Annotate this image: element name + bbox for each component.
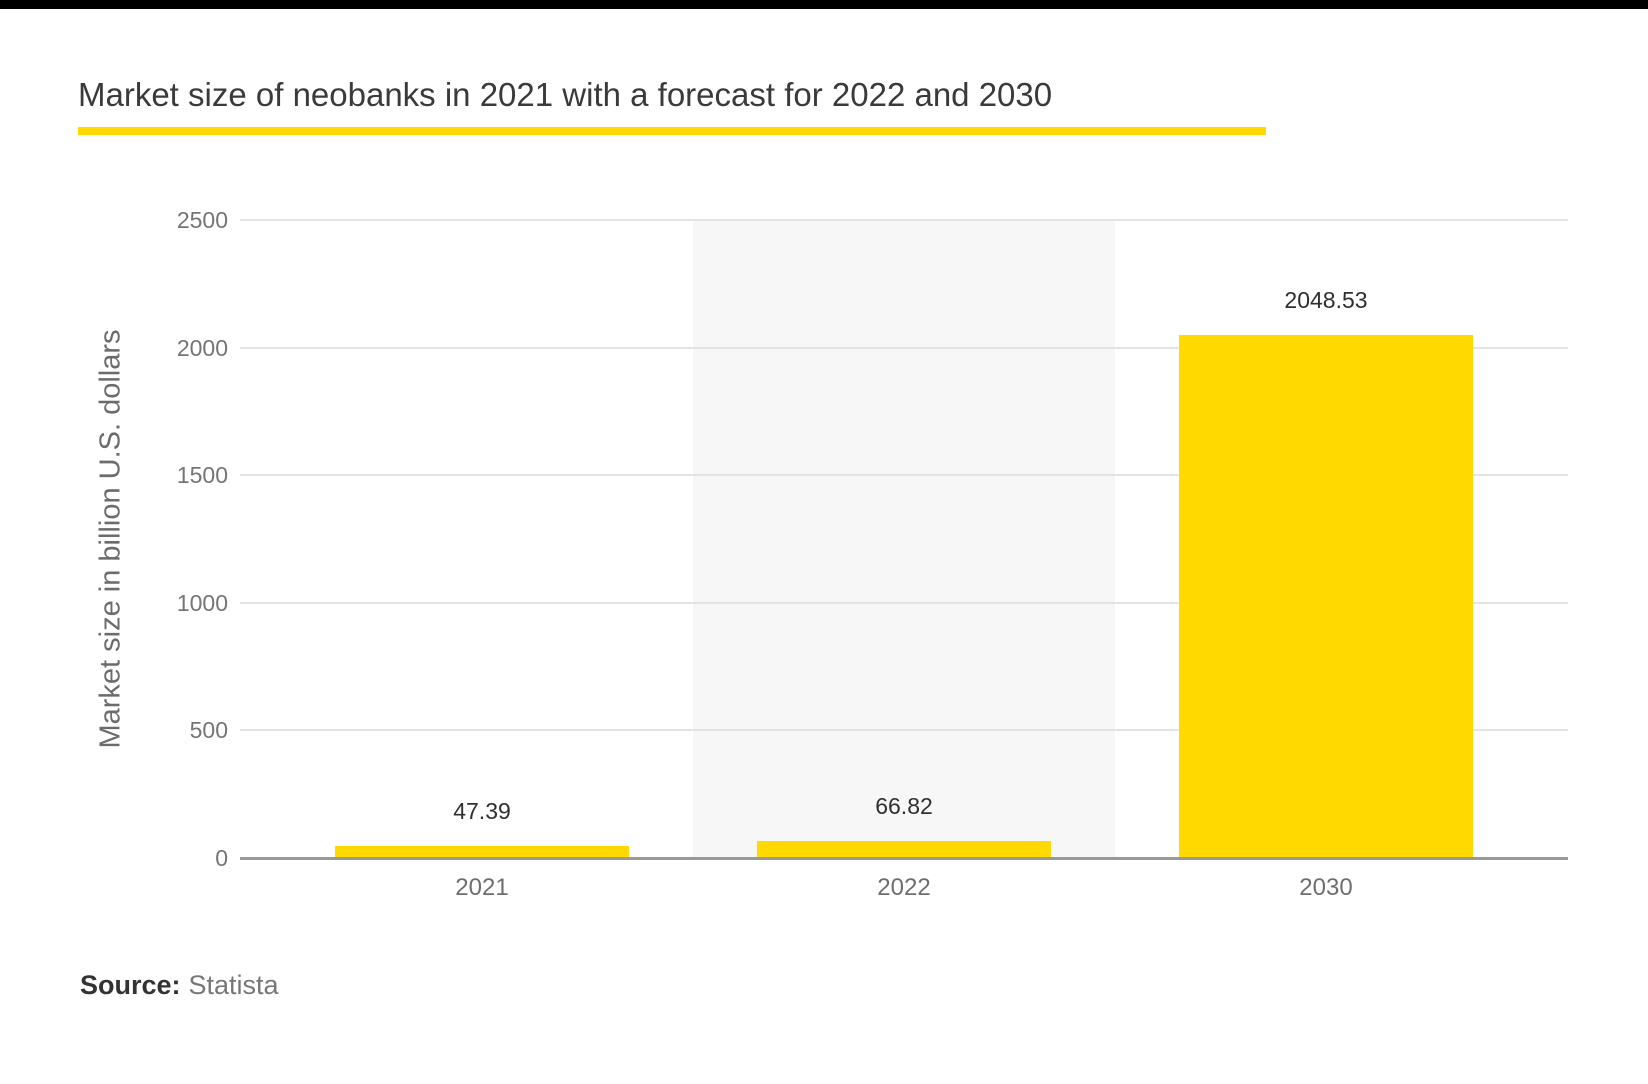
gridline-1000 bbox=[240, 601, 1568, 604]
y-axis-title: Market size in billion U.S. dollars bbox=[94, 329, 127, 749]
gridline-1500 bbox=[240, 474, 1568, 477]
bar-2022 bbox=[757, 840, 1051, 858]
title-underline-accent bbox=[78, 127, 1266, 135]
value-label-2022: 66.82 bbox=[875, 792, 933, 819]
gridline-2000 bbox=[240, 346, 1568, 349]
y-tick-label-1500: 1500 bbox=[176, 462, 228, 489]
y-tick-label-2000: 2000 bbox=[176, 334, 228, 361]
x-axis-line bbox=[240, 857, 1568, 860]
plot-area: 0 500 1000 1500 2000 2500 47.39 2021 66.82 2022 20… bbox=[177, 207, 1568, 901]
y-tick-label-1000: 1000 bbox=[176, 589, 228, 616]
source-label: Source: bbox=[80, 970, 181, 1000]
y-tick-label-500: 500 bbox=[189, 717, 228, 744]
x-tick-label-2021: 2021 bbox=[455, 874, 509, 901]
y-tick-label-2500: 2500 bbox=[176, 207, 228, 233]
source-line: Source: Statista bbox=[80, 968, 279, 1002]
page-title: Market size of neobanks in 2021 with a f… bbox=[78, 76, 1053, 113]
top-border-bar bbox=[0, 0, 1648, 9]
bar-2021 bbox=[335, 845, 629, 858]
y-tick-label-0: 0 bbox=[215, 845, 228, 871]
gridline-2500 bbox=[240, 219, 1568, 221]
value-label-2030: 2048.53 bbox=[1284, 287, 1368, 314]
x-tick-label-2022: 2022 bbox=[877, 874, 931, 901]
value-label-2021: 47.39 bbox=[453, 797, 511, 824]
x-tick-label-2030: 2030 bbox=[1299, 874, 1353, 901]
bar-2030 bbox=[1179, 335, 1473, 858]
highlight-band-2022 bbox=[693, 220, 1115, 858]
gridline-500 bbox=[240, 729, 1568, 732]
source-value: Statista bbox=[188, 970, 279, 1000]
